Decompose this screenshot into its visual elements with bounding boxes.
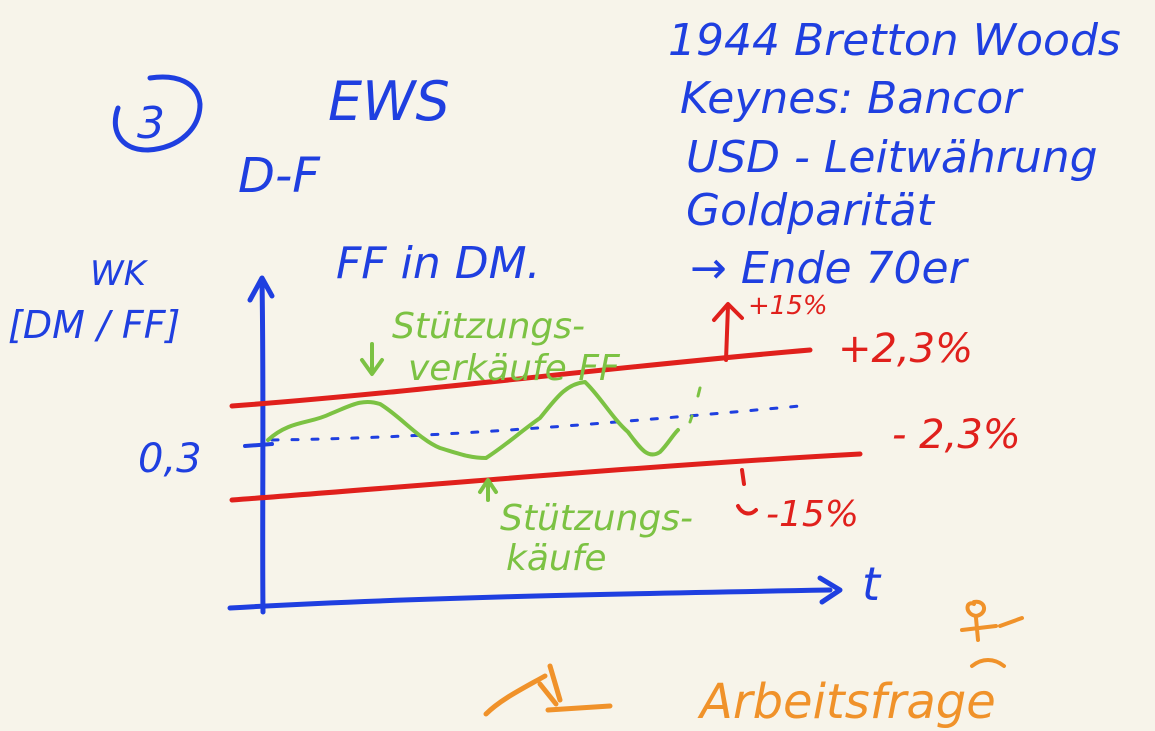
x-axis <box>227 587 833 611</box>
section-circle <box>112 74 203 153</box>
yaxis-label-line1: WK <box>90 254 149 294</box>
minus-wide-label: -15% <box>766 494 859 535</box>
orange-bottom-doodle <box>483 663 613 717</box>
minus-wide-tick <box>736 468 758 516</box>
notes-line-2: Keynes: Bancor <box>680 73 1024 124</box>
upper-band-line <box>229 347 813 409</box>
y-axis <box>259 277 266 615</box>
sell-support-line1: Stützungs- <box>392 306 585 347</box>
plus-wide-label: +15% <box>748 291 828 321</box>
lower-band-line <box>229 451 863 503</box>
central-rate-dotted-line <box>270 404 802 442</box>
notes-line-1: 1944 Bretton Woods <box>668 15 1121 66</box>
pair-label: D-F <box>238 148 321 204</box>
central-rate-label: 0,3 <box>138 436 202 482</box>
plus-wide-arrow <box>712 302 744 362</box>
orange-stick-figure <box>960 599 1024 668</box>
exchange-rate-path <box>266 380 680 460</box>
yaxis-label-line2: [DM / FF] <box>8 303 180 347</box>
buy-support-arrow <box>478 478 498 502</box>
bottom-word: Arbeitsfrage <box>697 674 996 730</box>
exchange-rate-tick-2 <box>688 414 694 424</box>
xaxis-label: t <box>862 557 882 611</box>
x-axis-arrowhead <box>817 575 843 605</box>
exchange-rate-tick-1 <box>696 386 702 398</box>
buy-support-line2: käufe <box>506 538 607 579</box>
notes-line-3: USD - Leitwährung <box>686 132 1098 183</box>
notes-line-5: → Ende 70er <box>690 243 970 294</box>
plus-band-label: +2,3% <box>838 326 973 372</box>
title-ews: EWS <box>328 70 450 133</box>
notes-line-4: Goldparität <box>686 185 936 236</box>
buy-support-line1: Stützungs- <box>500 498 693 539</box>
sell-support-arrow <box>360 342 384 376</box>
minus-band-label: - 2,3% <box>892 412 1021 458</box>
central-rate-tick <box>243 442 274 448</box>
section-number: 3 <box>137 98 165 149</box>
y-axis-arrowhead <box>247 275 275 303</box>
sell-support-line2: verkäufe FF <box>408 348 621 389</box>
ff-in-dm-label: FF in DM. <box>336 238 541 289</box>
